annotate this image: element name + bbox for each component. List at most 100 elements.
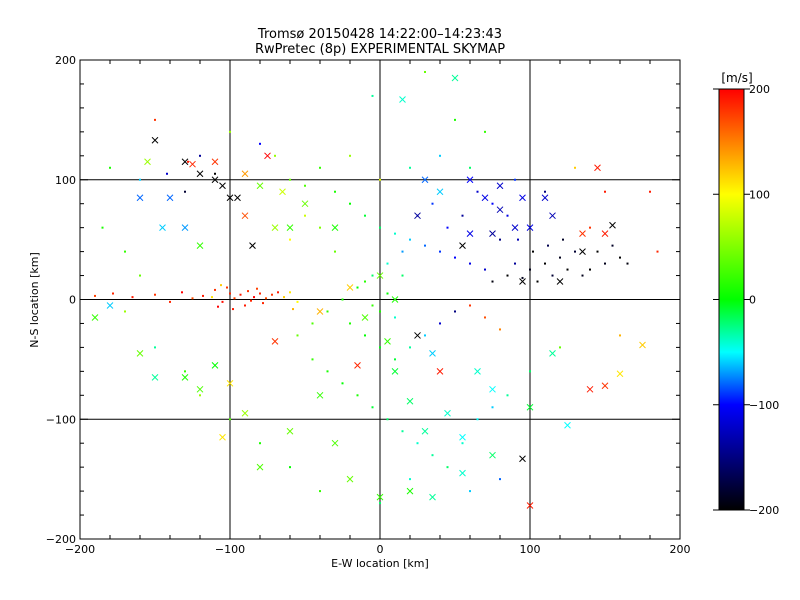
colorbar-ticks: 200 100 0 −100 −200 xyxy=(713,83,779,517)
data-point-dot xyxy=(551,274,554,277)
cross-stroke xyxy=(549,350,556,357)
cross-stroke xyxy=(429,350,436,357)
data-point-cross xyxy=(219,182,226,190)
data-point-dot xyxy=(379,178,381,181)
data-point-cross xyxy=(586,385,594,393)
data-point-dot xyxy=(379,502,381,505)
data-point-dot xyxy=(491,280,494,283)
data-point-cross xyxy=(519,455,526,463)
data-point-dot xyxy=(431,454,434,457)
data-point-cross xyxy=(451,74,459,82)
data-point-cross xyxy=(616,370,624,378)
cross-stroke xyxy=(436,367,444,375)
data-point-cross xyxy=(459,242,466,249)
data-point-cross xyxy=(271,224,279,232)
data-point-cross xyxy=(391,296,399,303)
data-point-cross xyxy=(211,158,219,166)
cross-stroke xyxy=(196,242,204,249)
cross-stroke xyxy=(181,373,189,381)
cross-stroke xyxy=(526,403,534,411)
data-point-dot xyxy=(574,250,576,253)
data-point-dot xyxy=(559,346,561,349)
cross-stroke xyxy=(436,188,444,196)
data-point-dot xyxy=(341,382,344,385)
data-point-cross xyxy=(601,230,609,237)
cross-stroke xyxy=(519,455,526,463)
data-point-dot xyxy=(202,294,204,297)
cross-stroke xyxy=(241,212,249,220)
colorbar xyxy=(718,88,745,511)
cross-stroke xyxy=(346,284,354,291)
data-point-dot xyxy=(244,304,246,307)
data-point-cross xyxy=(489,385,496,393)
data-point-dot xyxy=(283,296,285,299)
data-point-cross xyxy=(519,278,526,285)
data-point-dot xyxy=(394,316,396,319)
data-point-cross xyxy=(331,439,339,447)
data-point-dot xyxy=(529,268,531,271)
data-point-dot xyxy=(326,310,329,313)
data-point-dot xyxy=(289,291,291,294)
data-point-dot xyxy=(544,262,546,265)
data-point-dot xyxy=(304,214,306,217)
cross-stroke xyxy=(421,427,429,435)
data-point-dot xyxy=(461,442,464,445)
chart-title: Tromsø 20150428 14:22:00–14:23:43 xyxy=(257,27,502,42)
cross-stroke xyxy=(106,302,114,309)
data-point-dot xyxy=(499,478,501,481)
data-point-cross xyxy=(406,487,414,495)
cross-stroke xyxy=(459,469,466,477)
data-point-dot xyxy=(547,244,549,247)
data-point-cross xyxy=(256,182,264,190)
colorbar-tick-label: 200 xyxy=(749,83,770,96)
data-point-cross xyxy=(346,284,354,291)
data-point-dot xyxy=(386,262,389,265)
cross-stroke xyxy=(331,224,339,232)
cross-stroke xyxy=(144,158,151,166)
cross-stroke xyxy=(376,272,384,279)
data-point-cross xyxy=(181,224,189,232)
cross-stroke xyxy=(579,248,586,255)
y-tick-label: 100 xyxy=(55,174,76,187)
data-point-dot xyxy=(536,280,539,283)
cross-stroke xyxy=(466,230,474,237)
cross-stroke xyxy=(399,96,406,103)
data-point-dot xyxy=(139,274,141,277)
data-point-cross xyxy=(579,230,586,237)
cross-stroke xyxy=(136,350,144,357)
cross-stroke xyxy=(279,188,286,196)
data-point-dot xyxy=(401,250,404,253)
data-point-dot xyxy=(250,299,252,302)
data-point-cross xyxy=(196,242,204,249)
cross-stroke xyxy=(211,176,219,184)
data-point-cross xyxy=(601,382,609,390)
data-point-cross xyxy=(241,212,249,220)
data-point-cross xyxy=(264,152,271,160)
cross-stroke xyxy=(286,224,294,232)
cross-stroke xyxy=(586,385,594,393)
data-point-dot xyxy=(484,268,486,271)
data-point-dot xyxy=(424,244,426,247)
data-point-dot xyxy=(596,250,599,253)
data-point-dot xyxy=(649,190,651,193)
cross-stroke xyxy=(474,367,481,375)
cross-stroke xyxy=(414,332,421,339)
data-point-cross xyxy=(429,493,436,501)
data-point-cross xyxy=(241,409,249,417)
data-point-cross xyxy=(376,272,384,279)
data-point-cross xyxy=(286,224,294,232)
data-point-dot xyxy=(296,300,299,303)
cross-stroke xyxy=(354,362,361,369)
data-point-dot xyxy=(364,214,366,217)
data-point-cross xyxy=(429,350,436,357)
data-point-cross xyxy=(541,194,549,202)
grid-lines xyxy=(80,60,680,539)
cross-stroke xyxy=(219,433,226,441)
data-point-dot xyxy=(371,304,374,307)
data-point-dot xyxy=(319,166,321,169)
data-point-dot xyxy=(469,166,471,169)
data-point-dot xyxy=(499,238,501,241)
data-point-cross xyxy=(466,176,474,184)
data-point-cross xyxy=(526,502,534,509)
cross-stroke xyxy=(316,308,324,315)
